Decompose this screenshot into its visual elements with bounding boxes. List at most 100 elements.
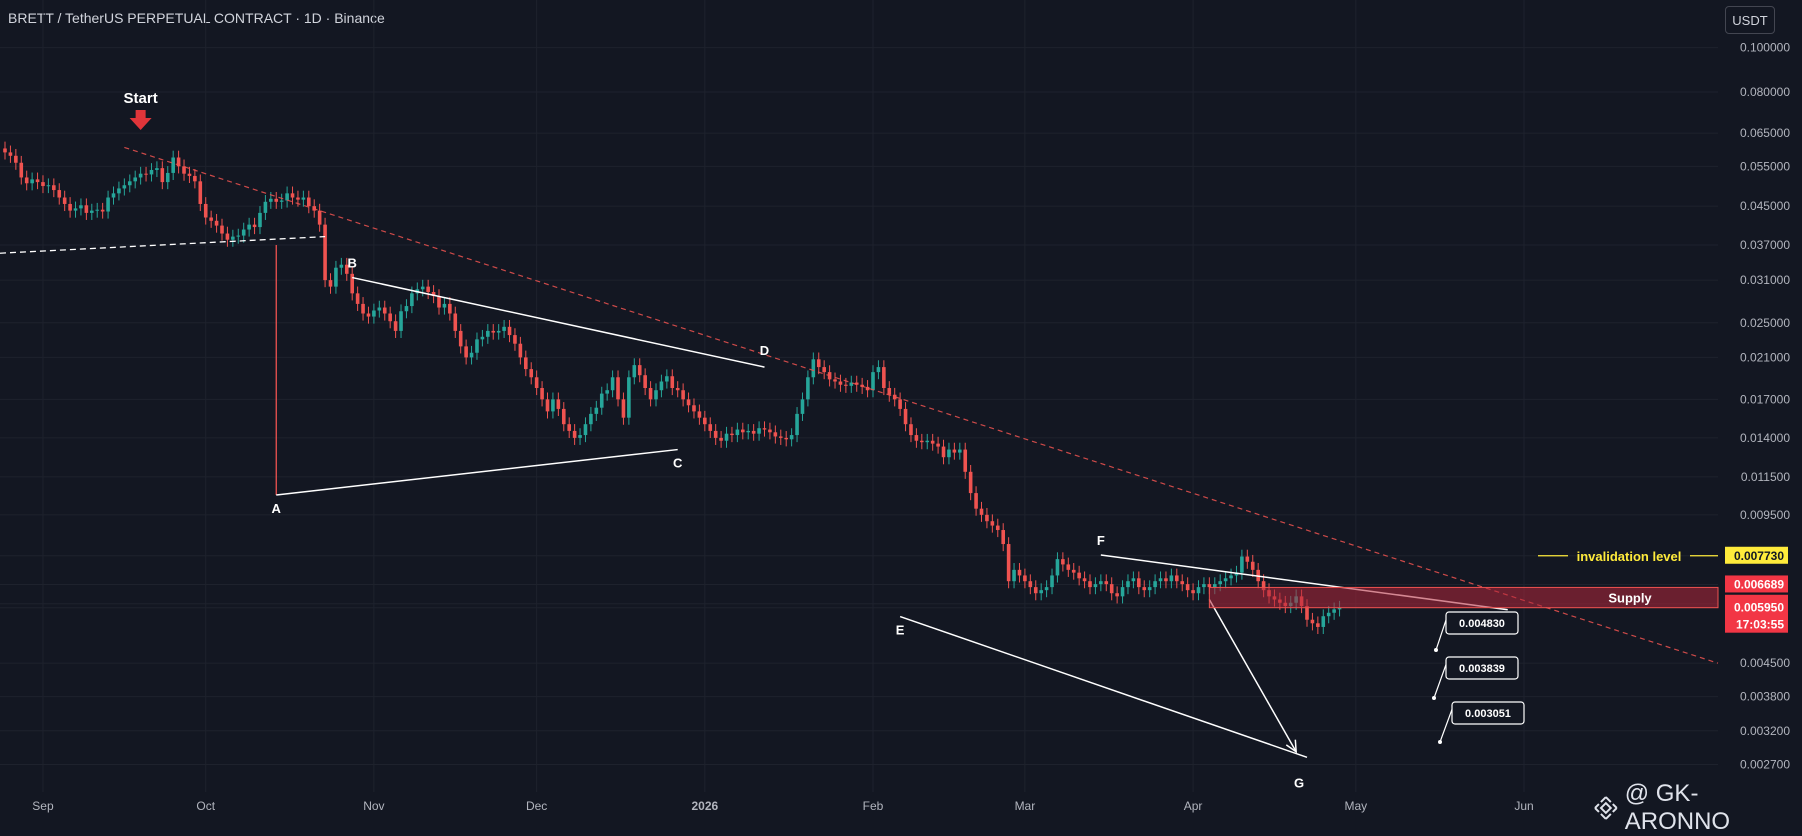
candle-body bbox=[556, 399, 561, 409]
candle-body bbox=[1088, 581, 1092, 588]
candle-body bbox=[203, 203, 208, 218]
y-tick-label: 0.014000 bbox=[1740, 431, 1790, 445]
candle-body bbox=[838, 381, 843, 385]
candle-body bbox=[941, 446, 946, 458]
x-tick-label: Nov bbox=[363, 799, 384, 813]
y-tick-label: 0.065000 bbox=[1740, 126, 1790, 140]
last-price-tag: 0.005950 bbox=[1734, 601, 1784, 615]
y-tick-label: 0.002700 bbox=[1740, 758, 1790, 772]
candle-body bbox=[898, 399, 902, 409]
y-tick-label: 0.025000 bbox=[1740, 316, 1790, 330]
line-a-c bbox=[276, 448, 678, 496]
y-tick-label: 0.100000 bbox=[1740, 41, 1790, 55]
target-box bbox=[1445, 656, 1519, 680]
candle-body bbox=[502, 326, 506, 331]
start-arrow-icon bbox=[129, 110, 152, 130]
candle-body bbox=[1164, 578, 1168, 582]
candle-body bbox=[594, 407, 599, 414]
candle-body bbox=[475, 339, 479, 353]
candle-body bbox=[323, 224, 327, 281]
projection-arrowhead bbox=[1285, 739, 1298, 754]
candle-body bbox=[778, 436, 783, 438]
candle-body bbox=[464, 346, 468, 358]
candles-layer bbox=[3, 141, 1342, 635]
candle-body bbox=[182, 166, 186, 174]
target-box bbox=[1445, 611, 1519, 635]
candle-body bbox=[1061, 559, 1065, 565]
start-label: Start bbox=[124, 90, 158, 107]
y-tick-label: 0.009500 bbox=[1740, 508, 1790, 522]
candle-body bbox=[491, 330, 496, 333]
candle-body bbox=[865, 386, 870, 391]
pattern-label-b: B bbox=[348, 256, 357, 271]
candle-body bbox=[795, 413, 799, 436]
candle-body bbox=[811, 359, 816, 378]
candle-body bbox=[1017, 569, 1022, 576]
target-box bbox=[1451, 701, 1525, 725]
currency-button[interactable]: USDT bbox=[1725, 6, 1775, 34]
candle-body bbox=[632, 365, 637, 378]
candle-body bbox=[947, 449, 951, 458]
candle-body bbox=[1028, 581, 1033, 588]
candle-body bbox=[1126, 581, 1130, 588]
line-b-d bbox=[352, 276, 765, 368]
candle-body bbox=[1066, 564, 1071, 570]
candle-body bbox=[241, 229, 246, 236]
candle-body bbox=[534, 377, 539, 389]
candle-body bbox=[637, 365, 642, 376]
candle-body bbox=[741, 429, 745, 433]
candle-body bbox=[524, 357, 528, 370]
candle-body bbox=[833, 379, 837, 382]
last-price-tag-bg bbox=[1725, 598, 1788, 633]
candle-body bbox=[751, 430, 756, 434]
candle-body bbox=[220, 225, 224, 234]
candle-body bbox=[73, 208, 78, 211]
candle-body bbox=[1082, 578, 1087, 582]
candle-body bbox=[529, 369, 534, 378]
candle-body bbox=[1104, 581, 1109, 585]
candle-body bbox=[176, 157, 181, 167]
candle-body bbox=[1115, 593, 1119, 597]
candle-body bbox=[8, 152, 13, 156]
pattern-label-c: C bbox=[673, 456, 683, 471]
candle-body bbox=[854, 382, 859, 385]
candle-body bbox=[762, 428, 767, 430]
candle-body bbox=[887, 388, 892, 395]
candle-body bbox=[724, 433, 729, 441]
y-tick-label: 0.003800 bbox=[1740, 690, 1790, 704]
candle-body bbox=[567, 424, 571, 431]
candle-body bbox=[551, 399, 555, 412]
candle-body bbox=[1185, 584, 1190, 591]
candle-body bbox=[382, 307, 387, 314]
x-tick-label: 2026 bbox=[691, 799, 718, 813]
candle-body bbox=[730, 433, 734, 436]
candle-body bbox=[1202, 584, 1206, 588]
candle-body bbox=[372, 310, 376, 317]
pattern-label-f: F bbox=[1097, 533, 1105, 548]
x-tick-label: Jun bbox=[1514, 799, 1533, 813]
descending-trendline bbox=[124, 146, 1719, 664]
candle-body bbox=[784, 437, 788, 440]
candle-body bbox=[144, 173, 148, 175]
candle-body bbox=[518, 343, 523, 358]
candle-body bbox=[339, 264, 344, 268]
candle-body bbox=[117, 188, 121, 194]
candle-body bbox=[24, 177, 29, 184]
candle-body bbox=[708, 424, 713, 431]
candle-body bbox=[979, 508, 984, 515]
candle-body bbox=[410, 293, 414, 307]
candle-body bbox=[1071, 569, 1076, 573]
candle-body bbox=[654, 390, 658, 400]
candle-body bbox=[925, 440, 930, 443]
candle-body bbox=[882, 367, 886, 389]
candle-body bbox=[448, 303, 452, 314]
y-tick-label: 0.055000 bbox=[1740, 159, 1790, 173]
candle-body bbox=[296, 197, 300, 200]
candle-body bbox=[513, 335, 517, 344]
candle-body bbox=[68, 203, 72, 211]
candle-body bbox=[274, 198, 279, 202]
candle-body bbox=[1310, 619, 1315, 624]
candle-body bbox=[388, 313, 392, 322]
pattern-label-e: E bbox=[896, 623, 905, 638]
